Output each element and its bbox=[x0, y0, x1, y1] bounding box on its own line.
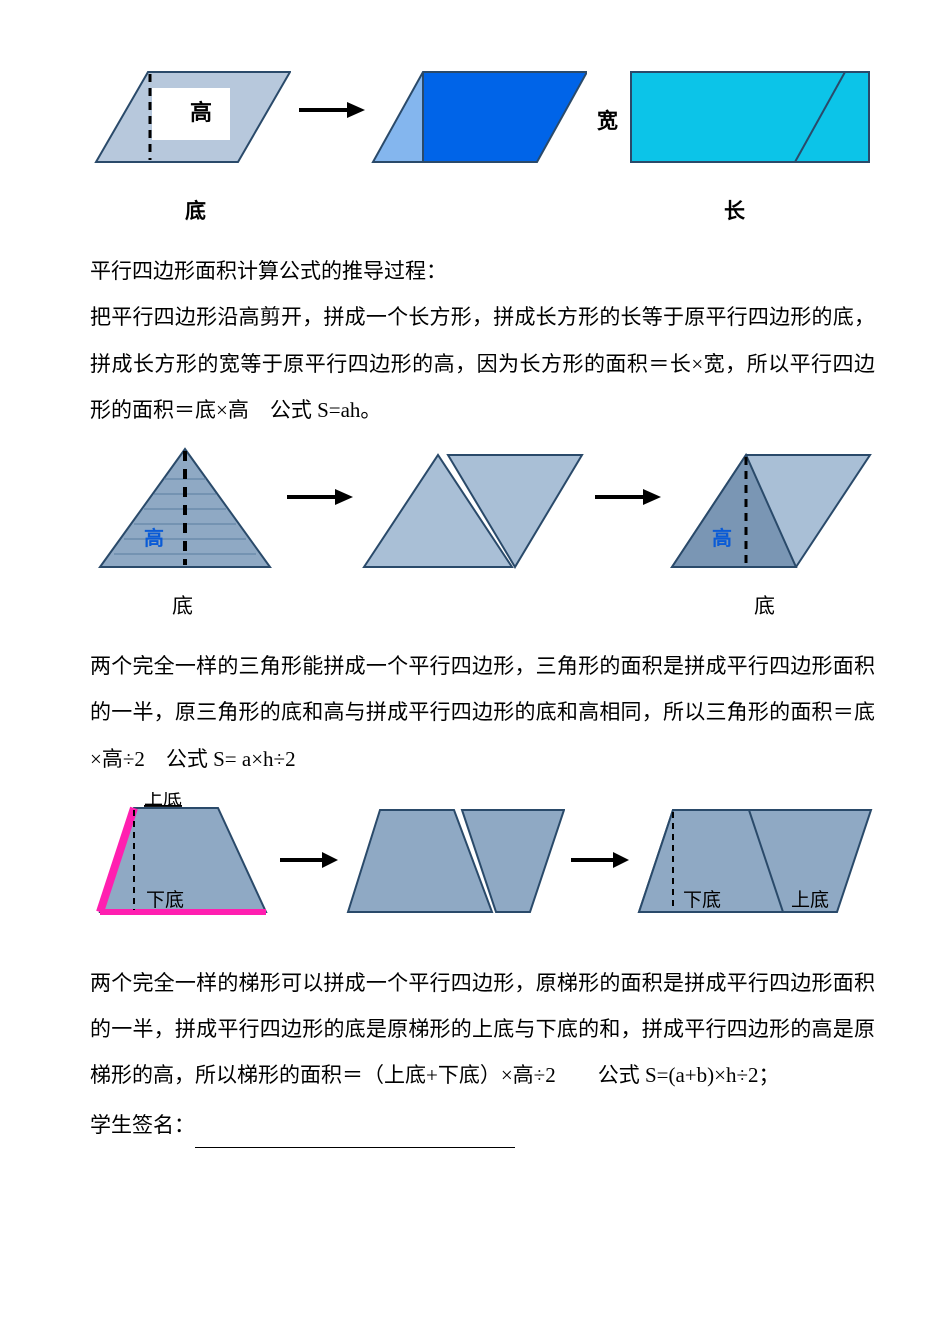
para1-body: 把平行四边形沿高剪开，拼成一个长方形，拼成长方形的长等于原平行四边形的底，拼成长… bbox=[90, 294, 875, 433]
label-height: 高 bbox=[190, 100, 212, 125]
arrow-5 bbox=[565, 792, 633, 932]
signature-label: 学生签名： bbox=[90, 1113, 195, 1137]
para2-body: 两个完全一样的三角形能拼成一个平行四边形，三角形的面积是拼成平行四边形面积的一半… bbox=[90, 643, 875, 782]
label-height-3: 高 bbox=[712, 526, 732, 550]
arrow-1 bbox=[291, 60, 367, 180]
figure-triangle: 高 高 bbox=[90, 439, 875, 579]
figure-parallelogram: 高 宽 bbox=[90, 60, 875, 180]
label-width: 宽 bbox=[597, 98, 618, 144]
para3-body: 两个完全一样的梯形可以拼成一个平行四边形，原梯形的面积是拼成平行四边形面积的一半… bbox=[90, 960, 875, 1099]
svg-triangle-para: 高 bbox=[666, 439, 875, 579]
svg-trap-pair bbox=[342, 792, 565, 932]
label-bottom-1: 下底 bbox=[146, 889, 184, 911]
figure-trapezoid: 上底 下底 下底 上底 bbox=[90, 792, 875, 932]
svg-triangle-pair bbox=[358, 439, 587, 579]
arrow-2 bbox=[279, 439, 359, 579]
svg-rectangle bbox=[625, 60, 875, 180]
label-top-2: 上底 bbox=[791, 889, 829, 911]
signature-line: 学生签名： bbox=[90, 1102, 875, 1148]
para1-title: 平行四边形面积计算公式的推导过程： bbox=[90, 248, 875, 294]
label-top-1: 上底 bbox=[144, 792, 182, 809]
label-base-1: 底 bbox=[185, 188, 206, 234]
label-bottom-2: 下底 bbox=[683, 889, 721, 911]
label-height-2: 高 bbox=[144, 526, 164, 550]
svg-trap-para: 下底 上底 bbox=[633, 792, 875, 932]
label-base-2: 底 bbox=[172, 583, 193, 629]
label-length: 长 bbox=[724, 188, 745, 234]
label-base-3: 底 bbox=[754, 583, 775, 629]
arrow-4 bbox=[274, 792, 342, 932]
signature-underline[interactable] bbox=[195, 1147, 515, 1148]
arrow-3 bbox=[587, 439, 667, 579]
